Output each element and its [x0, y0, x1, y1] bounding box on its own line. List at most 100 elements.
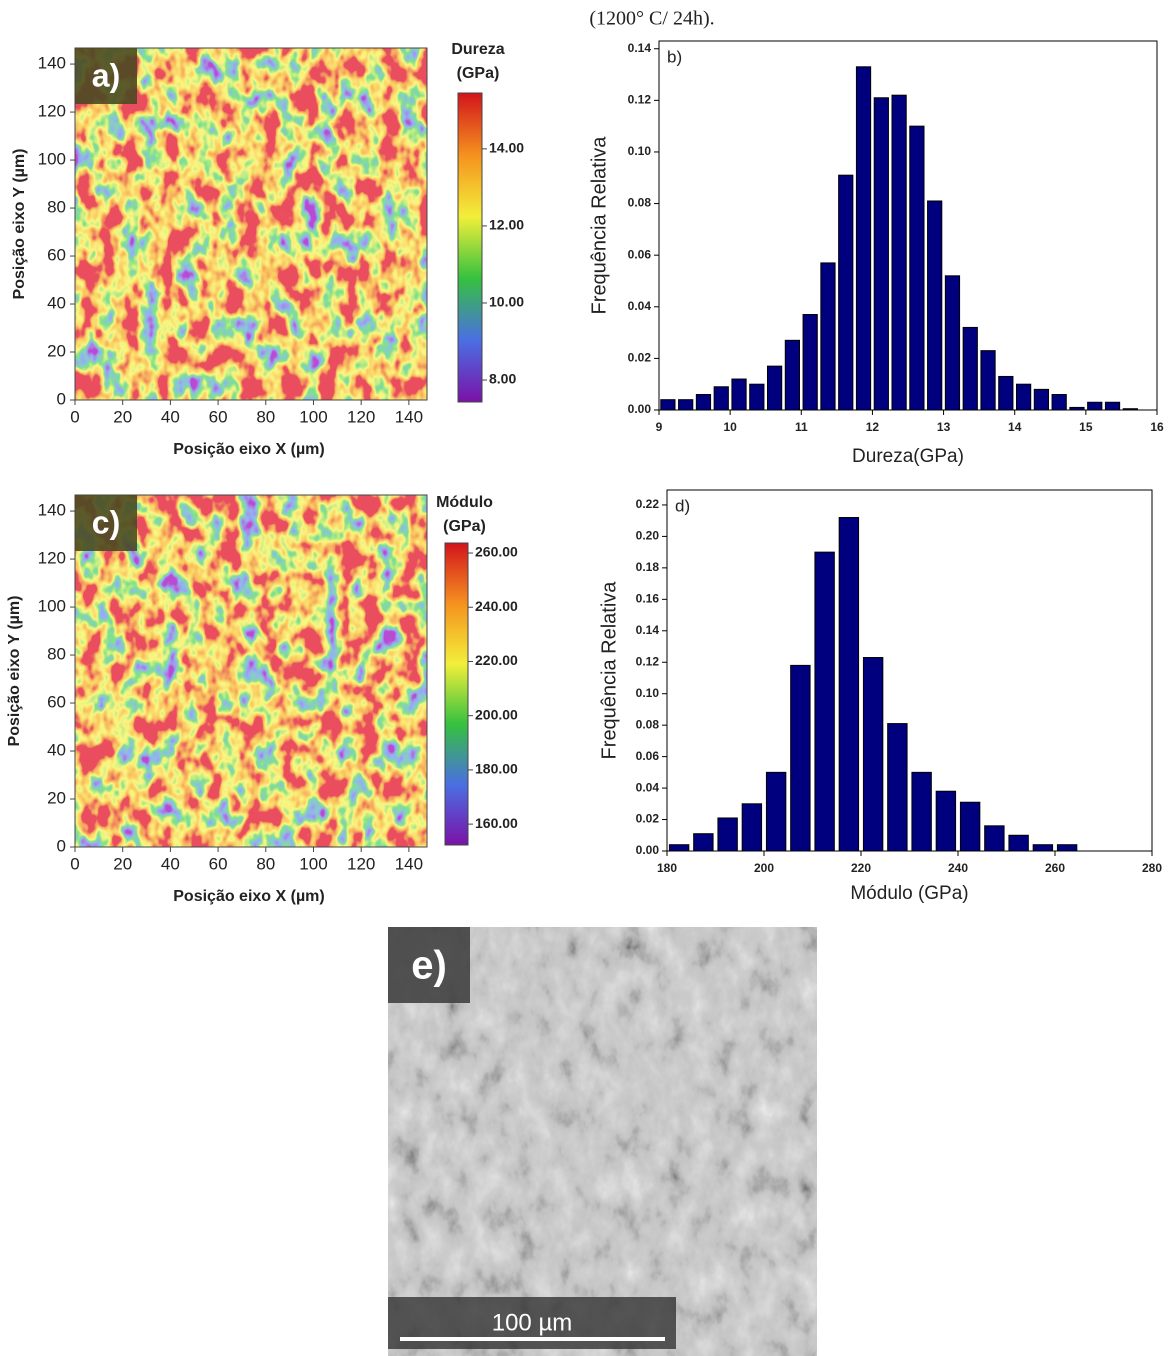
y-tick-label: 0.20	[636, 529, 660, 543]
scale-bar-label: 100 µm	[492, 1309, 573, 1336]
colorbar	[457, 92, 483, 403]
panel-label: a)	[92, 57, 120, 93]
y-tick-label: 0.08	[628, 196, 652, 210]
y-tick-label: 60	[47, 246, 66, 265]
bar	[891, 94, 907, 411]
y-tick-label: 40	[47, 741, 66, 760]
bar	[962, 326, 978, 411]
y-tick-label: 100	[38, 597, 66, 616]
x-axis-label: Posição eixo X (µm)	[173, 441, 324, 458]
bar	[693, 833, 714, 852]
x-tick-label: 120	[347, 854, 375, 873]
y-tick-label: 140	[38, 501, 66, 520]
y-tick-label: 0.00	[636, 843, 660, 857]
bar	[1015, 383, 1032, 411]
x-tick-label: 140	[395, 854, 423, 873]
x-tick-label: 140	[395, 407, 423, 426]
y-tick-label: 20	[47, 788, 66, 807]
x-tick-label: 14	[1008, 420, 1022, 434]
map-texture	[75, 48, 427, 400]
y-tick-label: 140	[38, 54, 66, 73]
x-tick-label: 120	[347, 407, 375, 426]
bar	[909, 125, 925, 411]
bar	[717, 817, 738, 852]
y-tick-label: 0.08	[636, 717, 660, 731]
x-tick-label: 220	[851, 861, 871, 875]
chart-panel: 0 20 40 60 80 100 120 140 0 20 40 60 80 100 120 140 Posi…	[11, 41, 524, 458]
bar	[855, 66, 872, 411]
colorbar-tick-label: 14.00	[489, 140, 524, 156]
x-tick-label: 80	[256, 854, 275, 873]
x-axis-label: Dureza(GPa)	[852, 446, 964, 467]
bar	[1104, 401, 1121, 411]
x-tick-label: 20	[113, 854, 132, 873]
x-axis-label: Módulo (GPa)	[850, 883, 968, 904]
bar	[713, 386, 729, 411]
bar	[749, 383, 765, 411]
y-tick-label: 0.14	[636, 623, 660, 637]
x-tick-label: 15	[1079, 420, 1093, 434]
bar	[1033, 388, 1050, 411]
y-tick-label: 80	[47, 198, 66, 217]
y-tick-label: 0.10	[636, 686, 660, 700]
bar	[678, 399, 694, 411]
bar	[731, 378, 747, 411]
x-tick-label: 100	[299, 407, 327, 426]
bar	[838, 517, 860, 852]
bar	[838, 174, 854, 411]
x-tick-label: 40	[161, 854, 180, 873]
bar	[887, 723, 908, 852]
x-tick-label: 11	[795, 420, 808, 434]
x-tick-label: 280	[1142, 861, 1162, 875]
x-tick-label: 9	[656, 420, 663, 434]
chart-panel: 9 10 11 12 13 14 15 16 0.00 0.02 0.04 0.06 0.08 0.10 0…	[588, 40, 1164, 467]
y-tick-label: 0.06	[628, 247, 652, 261]
bar	[784, 339, 801, 411]
colorbar	[444, 542, 469, 846]
colorbar-tick-label: 12.00	[489, 217, 524, 233]
y-axis-label: Posição eixo Y (µm)	[6, 596, 23, 747]
x-tick-label: 60	[209, 854, 228, 873]
plot-frame	[74, 47, 428, 401]
x-tick-label: 40	[161, 407, 180, 426]
y-tick-label: 0.04	[636, 780, 660, 794]
bar	[765, 771, 787, 852]
colorbar-tick-label: 160.00	[475, 815, 518, 831]
y-tick-label: 40	[47, 294, 66, 313]
y-axis-label: Frequência Relativa	[588, 136, 610, 315]
x-axis-label: Posição eixo X (µm)	[173, 888, 324, 905]
colorbar-tick-label: 180.00	[475, 761, 518, 777]
bar	[1087, 401, 1103, 411]
x-tick-label: 0	[70, 407, 79, 426]
colorbar-tick-label: 10.00	[489, 294, 524, 310]
colorbar-tick-label: 260.00	[475, 544, 518, 560]
bar	[766, 365, 783, 411]
panel-label: b)	[667, 47, 682, 66]
bar	[802, 314, 818, 411]
bar	[820, 262, 836, 411]
colorbar-tick-label: 240.00	[475, 598, 518, 614]
label-box	[75, 495, 137, 551]
caption: (1200° C/ 24h).	[589, 8, 714, 30]
bar	[814, 551, 835, 852]
bar	[984, 825, 1005, 852]
colorbar-tick-label: 220.00	[475, 652, 518, 668]
y-tick-label: 0.02	[628, 351, 652, 365]
bar	[1008, 834, 1029, 852]
bar	[935, 790, 957, 852]
colorbar-title: (GPa)	[443, 518, 486, 535]
bar	[944, 275, 961, 411]
bar	[668, 844, 690, 852]
colorbar-title: (GPa)	[457, 65, 500, 82]
y-tick-label: 0.16	[636, 591, 660, 605]
bar	[1056, 844, 1078, 852]
x-tick-label: 200	[754, 861, 774, 875]
y-tick-label: 80	[47, 645, 66, 664]
x-tick-label: 20	[113, 407, 132, 426]
y-axis-label: Posição eixo Y (µm)	[11, 149, 28, 300]
y-tick-label: 0.10	[628, 144, 652, 158]
chart-panel: 180 200 220 240 260 280 0.00 0.02 0.04 0.06 0.08 0.…	[598, 489, 1162, 904]
bar	[959, 801, 981, 852]
x-tick-label: 12	[866, 420, 880, 434]
